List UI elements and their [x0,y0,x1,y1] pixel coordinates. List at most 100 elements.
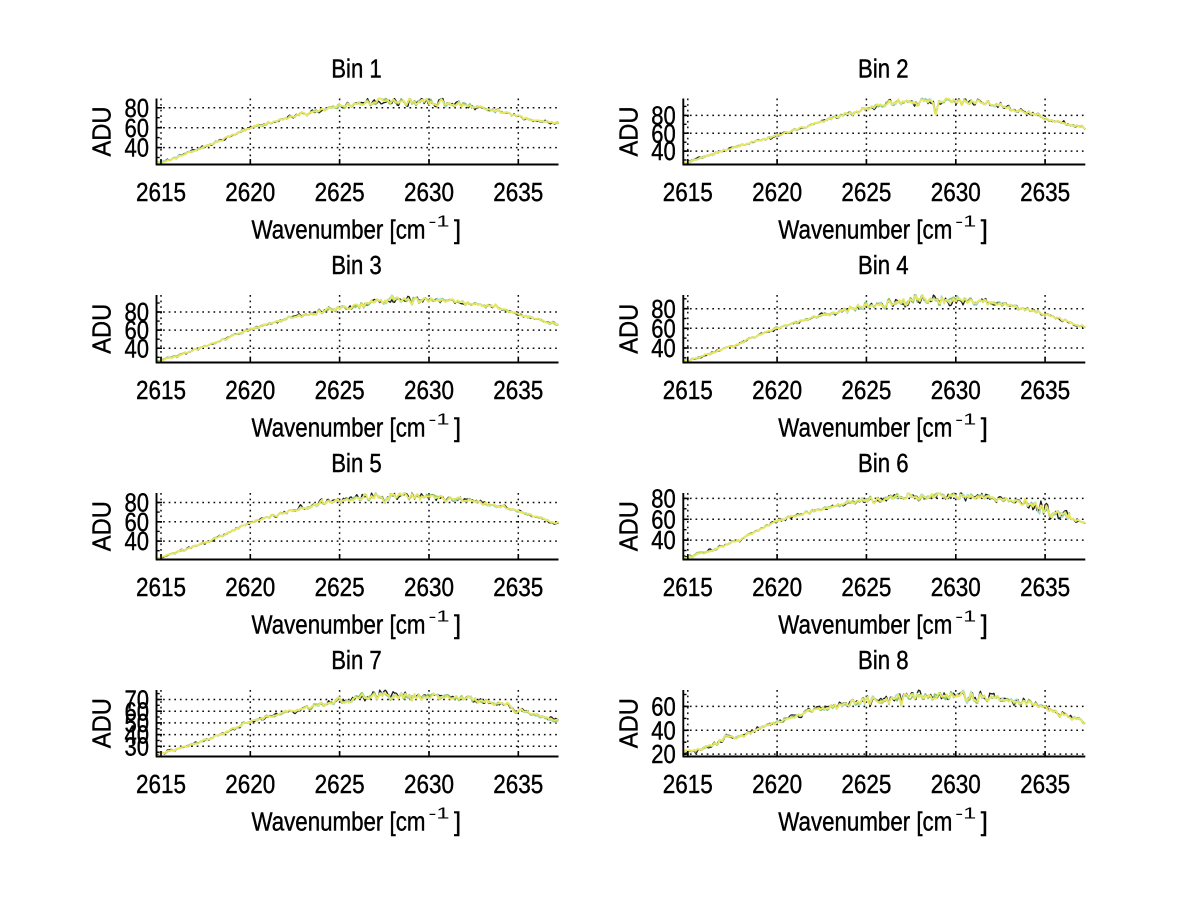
svg-text:ADU: ADU [89,501,117,551]
svg-text:80: 80 [651,296,676,324]
svg-text:2635: 2635 [493,574,543,602]
svg-text:2615: 2615 [663,574,713,602]
svg-text:-1: -1 [955,214,976,231]
svg-text:]: ] [981,612,988,640]
svg-text:2615: 2615 [136,377,186,405]
svg-text:2615: 2615 [663,179,713,207]
svg-text:60: 60 [125,698,150,726]
svg-text:2630: 2630 [404,771,454,799]
svg-text:20: 20 [651,741,676,769]
svg-text:]: ] [981,217,988,245]
svg-text:2630: 2630 [931,179,981,207]
svg-text:-1: -1 [429,412,450,429]
svg-text:2615: 2615 [663,771,713,799]
svg-text:2620: 2620 [752,377,802,405]
svg-text:2625: 2625 [841,771,891,799]
svg-text:Bin 8: Bin 8 [858,647,909,675]
svg-text:80: 80 [651,103,676,131]
svg-text:-1: -1 [955,806,976,823]
svg-text:2625: 2625 [315,179,365,207]
svg-text:2635: 2635 [493,771,543,799]
svg-text:Bin 1: Bin 1 [331,56,382,84]
svg-text:60: 60 [651,506,676,534]
svg-text:Bin 5: Bin 5 [331,450,382,478]
svg-text:2625: 2625 [841,179,891,207]
svg-text:]: ] [981,415,988,443]
svg-text:2625: 2625 [841,377,891,405]
svg-text:-1: -1 [429,806,450,823]
svg-text:ADU: ADU [89,698,117,748]
svg-text:ADU: ADU [615,501,643,551]
svg-text:2635: 2635 [493,179,543,207]
svg-text:60: 60 [651,315,676,343]
svg-text:2635: 2635 [493,377,543,405]
svg-text:ADU: ADU [615,107,643,157]
svg-text:60: 60 [651,120,676,148]
svg-text:]: ] [454,809,461,837]
svg-text:2630: 2630 [931,377,981,405]
svg-text:Bin 6: Bin 6 [858,450,909,478]
svg-text:2630: 2630 [404,377,454,405]
svg-text:2635: 2635 [1020,771,1070,799]
svg-text:50: 50 [125,710,150,738]
svg-text:2625: 2625 [315,771,365,799]
svg-text:Wavenumber [cm: Wavenumber [cm [778,612,952,640]
svg-text:]: ] [454,415,461,443]
svg-text:Wavenumber [cm: Wavenumber [cm [252,415,426,443]
svg-text:60: 60 [125,115,150,143]
svg-text:Bin 3: Bin 3 [331,252,382,280]
svg-text:80: 80 [125,490,150,518]
svg-text:Bin 2: Bin 2 [858,56,909,84]
svg-text:2625: 2625 [315,574,365,602]
svg-text:40: 40 [651,717,676,745]
svg-text:2620: 2620 [752,179,802,207]
svg-text:2630: 2630 [404,574,454,602]
svg-text:40: 40 [651,335,676,363]
svg-text:2630: 2630 [931,574,981,602]
svg-text:Wavenumber [cm: Wavenumber [cm [252,809,426,837]
svg-text:40: 40 [651,138,676,166]
svg-text:30: 30 [125,733,150,761]
svg-text:60: 60 [651,694,676,722]
svg-text:2625: 2625 [841,574,891,602]
svg-text:80: 80 [125,299,150,327]
svg-text:ADU: ADU [89,304,117,354]
svg-text:2620: 2620 [225,574,275,602]
svg-text:2635: 2635 [1020,377,1070,405]
svg-text:40: 40 [125,335,150,363]
svg-text:]: ] [454,612,461,640]
svg-text:-1: -1 [429,609,450,626]
svg-text:Wavenumber [cm: Wavenumber [cm [252,612,426,640]
svg-text:ADU: ADU [615,698,643,748]
svg-text:40: 40 [125,528,150,556]
svg-text:60: 60 [125,509,150,537]
svg-text:2635: 2635 [1020,179,1070,207]
svg-text:Wavenumber [cm: Wavenumber [cm [778,217,952,245]
svg-text:2620: 2620 [225,179,275,207]
svg-text:Wavenumber [cm: Wavenumber [cm [778,809,952,837]
svg-text:2615: 2615 [136,179,186,207]
svg-text:80: 80 [125,95,150,123]
svg-text:2615: 2615 [663,377,713,405]
svg-text:ADU: ADU [615,304,643,354]
svg-text:Bin 7: Bin 7 [331,647,382,675]
svg-text:60: 60 [125,317,150,345]
svg-text:-1: -1 [429,214,450,231]
svg-text:40: 40 [125,135,150,163]
svg-text:ADU: ADU [89,107,117,157]
svg-text:2630: 2630 [931,771,981,799]
svg-text:Wavenumber [cm: Wavenumber [cm [252,217,426,245]
svg-text:]: ] [981,809,988,837]
svg-text:Wavenumber [cm: Wavenumber [cm [778,415,952,443]
svg-text:2615: 2615 [136,771,186,799]
svg-text:2630: 2630 [404,179,454,207]
svg-text:2620: 2620 [225,771,275,799]
svg-text:40: 40 [651,527,676,555]
svg-text:70: 70 [125,687,150,715]
svg-text:Bin 4: Bin 4 [858,252,909,280]
svg-text:]: ] [454,217,461,245]
svg-text:-1: -1 [955,609,976,626]
svg-text:80: 80 [651,486,676,514]
svg-text:-1: -1 [955,412,976,429]
svg-text:2615: 2615 [136,574,186,602]
